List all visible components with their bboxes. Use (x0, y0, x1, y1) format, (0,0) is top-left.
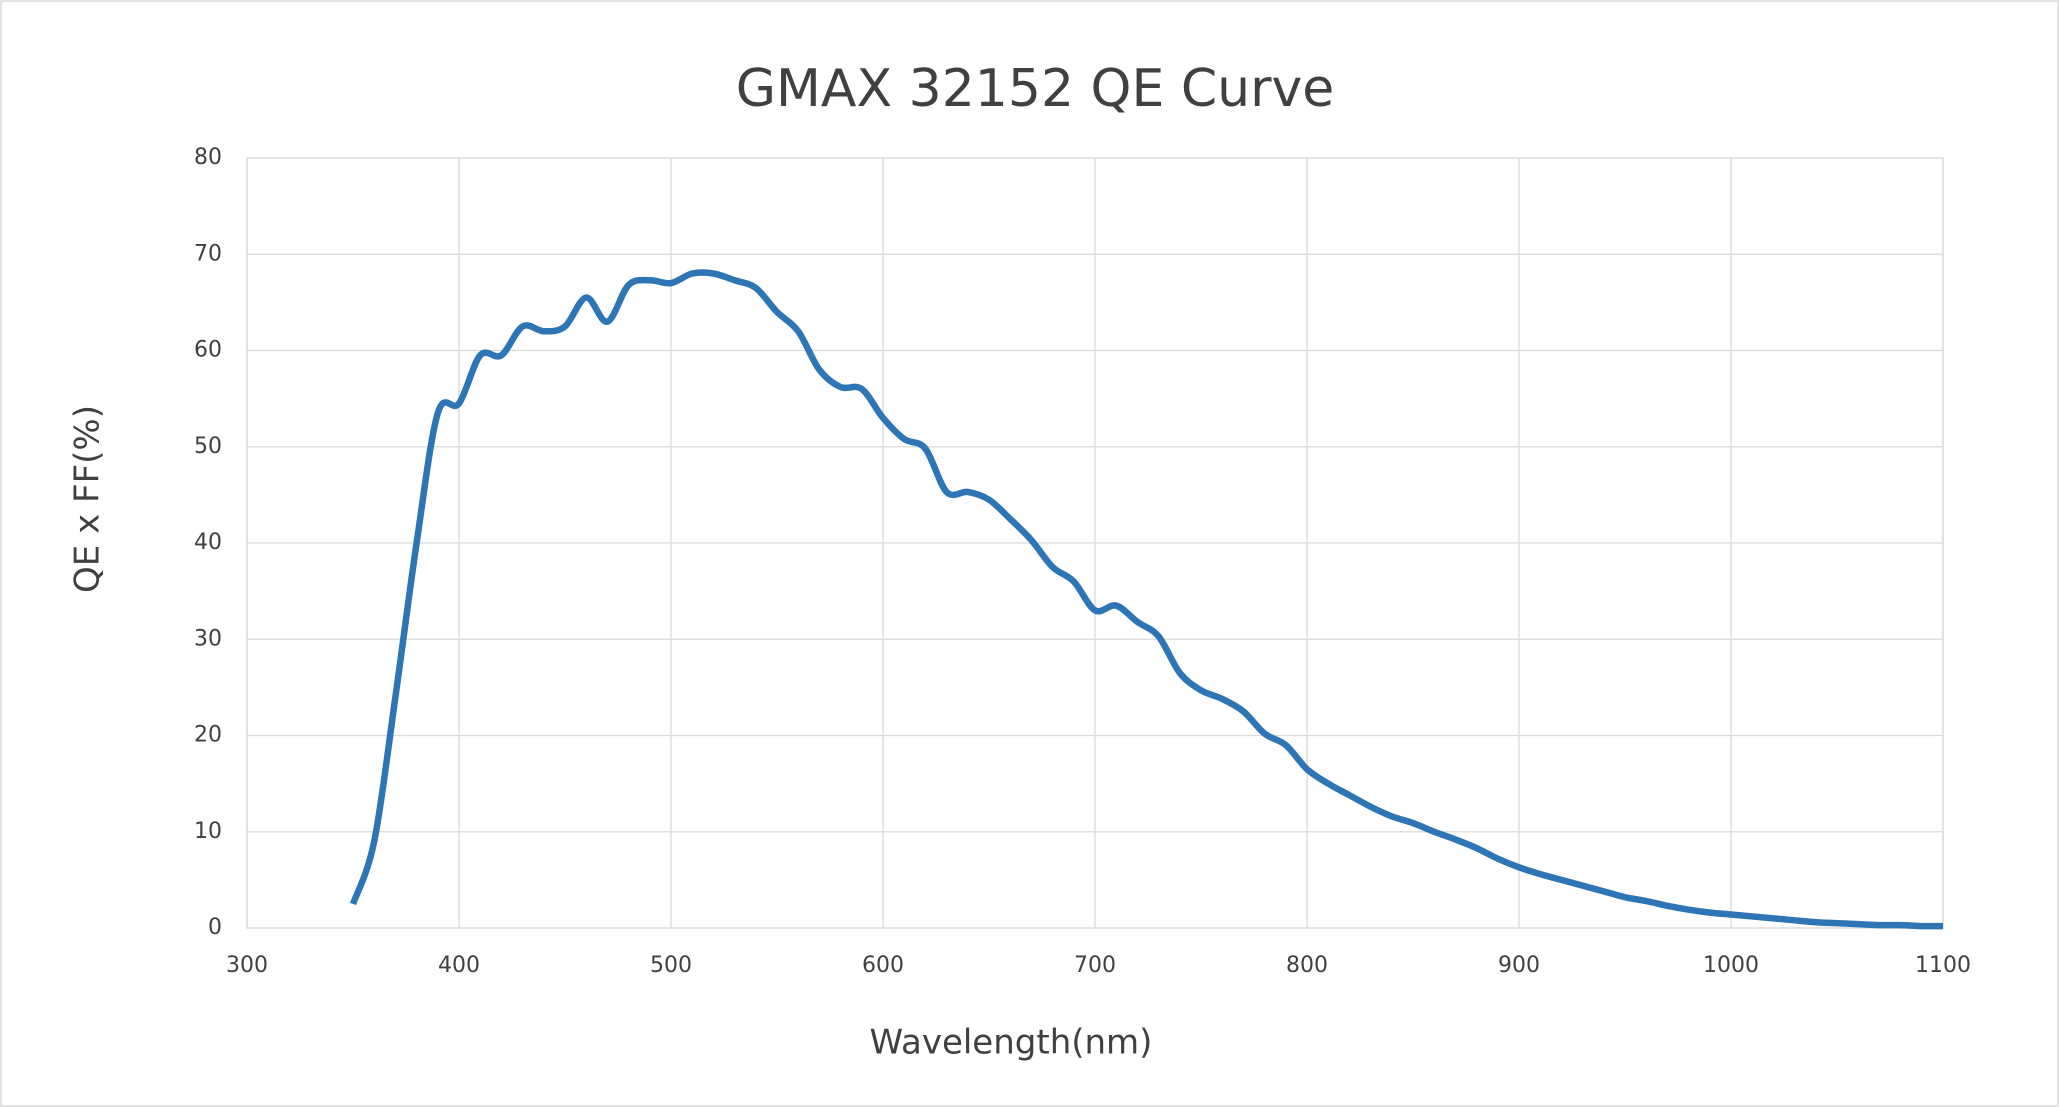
y-tick-label: 50 (194, 434, 222, 459)
y-tick-label: 30 (194, 626, 222, 651)
x-tick-label: 900 (1498, 953, 1540, 978)
x-axis-title: Wavelength(nm) (870, 1023, 1153, 1063)
chart-title: GMAX 32152 QE Curve (736, 59, 1335, 119)
y-tick-label: 10 (194, 819, 222, 844)
x-tick-label: 700 (1074, 953, 1116, 978)
y-tick-label: 70 (194, 241, 222, 266)
y-tick-label: 40 (194, 530, 222, 555)
y-tick-label: 80 (194, 145, 222, 170)
data-line (349, 269, 1944, 930)
x-tick-label: 400 (438, 953, 480, 978)
y-tick-label: 60 (194, 338, 222, 363)
y-tick-label: 20 (194, 723, 222, 748)
x-tick-label: 1100 (1915, 953, 1971, 978)
x-tick-label: 1000 (1703, 953, 1759, 978)
x-tick-label: 600 (862, 953, 904, 978)
x-tick-label: 800 (1286, 953, 1328, 978)
y-axis-title: QE x FF(%) (68, 405, 108, 593)
x-tick-label: 500 (650, 953, 692, 978)
x-tick-label: 300 (226, 953, 268, 978)
y-tick-label: 0 (208, 915, 222, 940)
